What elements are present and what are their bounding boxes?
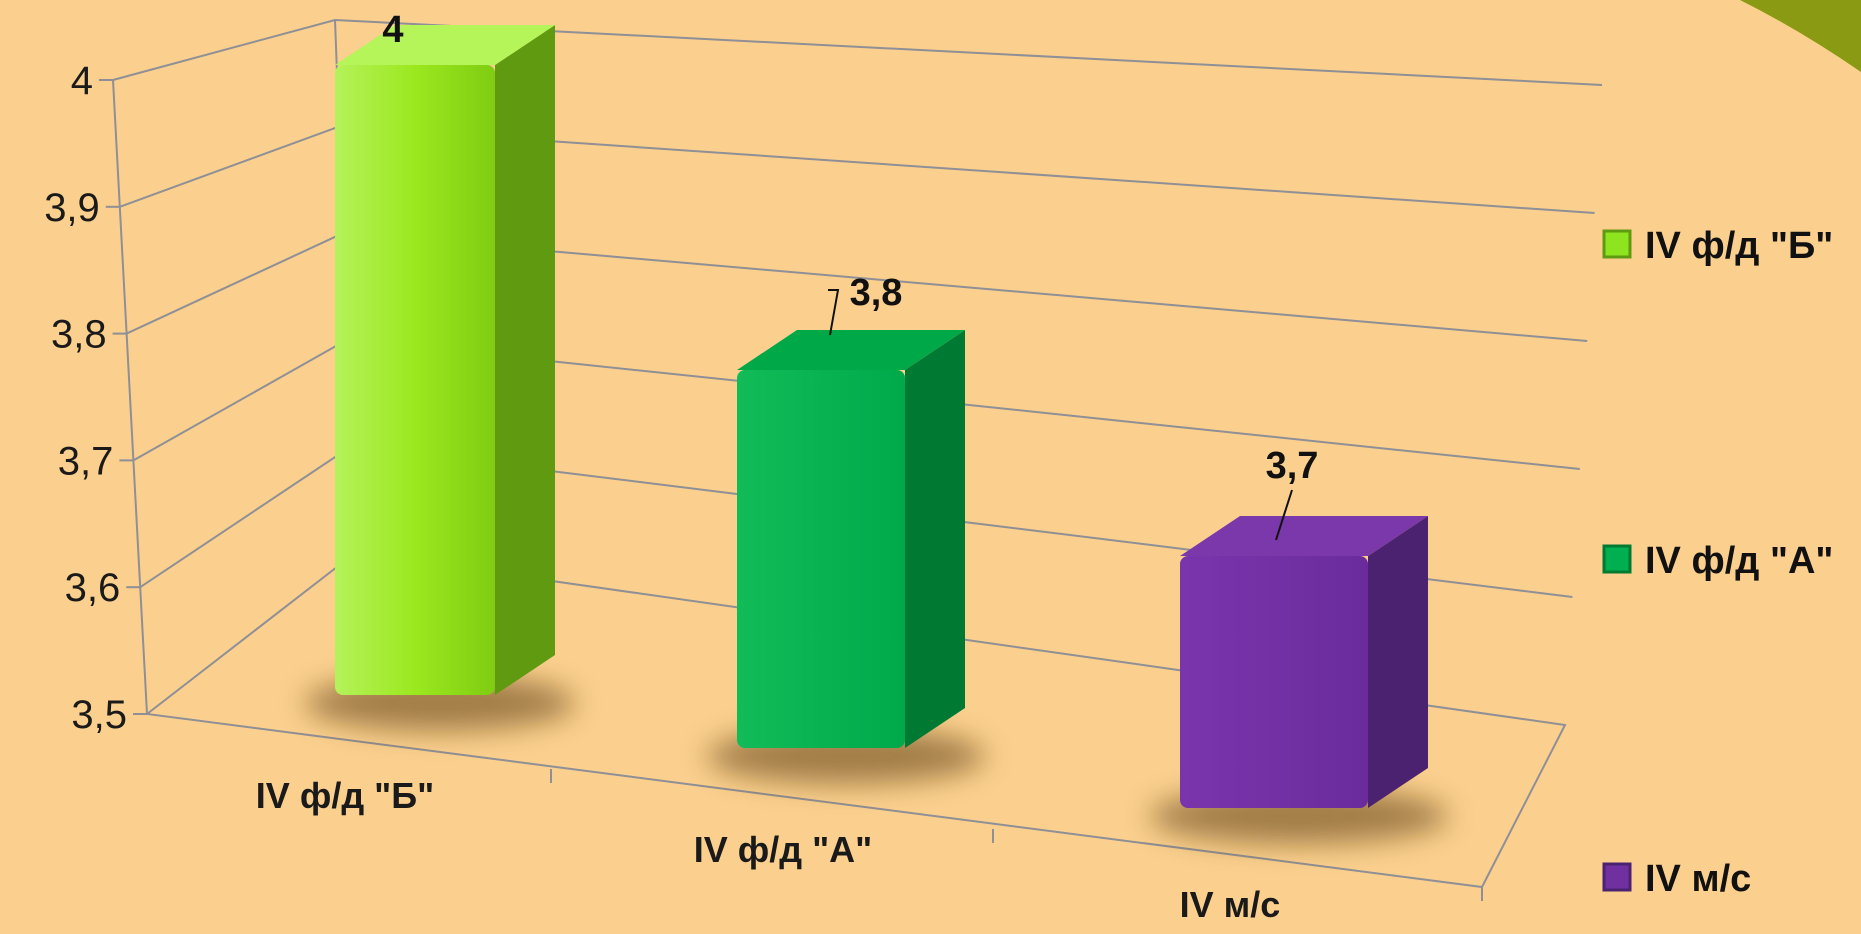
- legend-label: IV ф/д "А": [1645, 540, 1833, 582]
- y-tick-label: 3,7: [58, 439, 114, 483]
- floor-outline: [144, 551, 1567, 889]
- chart-bars: [305, 25, 1448, 844]
- data-label: 3,8: [850, 272, 903, 314]
- legend-label: IV м/с: [1645, 858, 1751, 900]
- bar-side: [905, 330, 965, 748]
- bar: [1180, 556, 1368, 808]
- bar: [335, 65, 495, 695]
- gridline: [112, 18, 1603, 86]
- chart-labels: IV ф/д "Б" IV ф/д "А" IV м/с 4 3,8 3,7: [256, 9, 1319, 925]
- legend-swatch: [1602, 862, 1632, 892]
- data-label: 3,7: [1266, 445, 1319, 487]
- y-tick-label: 3,9: [44, 186, 100, 230]
- x-category-label: IV м/с: [1180, 884, 1281, 925]
- y-axis-line: [112, 79, 148, 715]
- bar-side: [495, 25, 555, 695]
- y-tick-label: 3,8: [51, 313, 107, 357]
- x-category-label: IV ф/д "А": [694, 829, 873, 870]
- legend-swatch: [1602, 229, 1632, 259]
- x-category-label: IV ф/д "Б": [256, 775, 434, 816]
- bar: [737, 370, 905, 748]
- bar-top: [335, 25, 555, 65]
- chart-legend: IV ф/д "Б" IV ф/д "А" IV м/с: [1602, 225, 1833, 900]
- data-label: 4: [382, 9, 403, 51]
- y-tick-label: 3,6: [65, 566, 121, 610]
- corner-leaf-decoration: [1740, 0, 1861, 72]
- y-tick-label: 4: [71, 59, 93, 103]
- legend-label: IV ф/д "Б": [1645, 225, 1833, 267]
- data-label-leader: [1275, 489, 1293, 541]
- data-label-leader: [828, 289, 840, 336]
- legend-swatch: [1602, 544, 1632, 574]
- y-tick-label: 3,5: [71, 693, 127, 737]
- bar-top: [1180, 516, 1428, 556]
- bar-side: [1368, 516, 1428, 808]
- bar-top: [737, 330, 965, 370]
